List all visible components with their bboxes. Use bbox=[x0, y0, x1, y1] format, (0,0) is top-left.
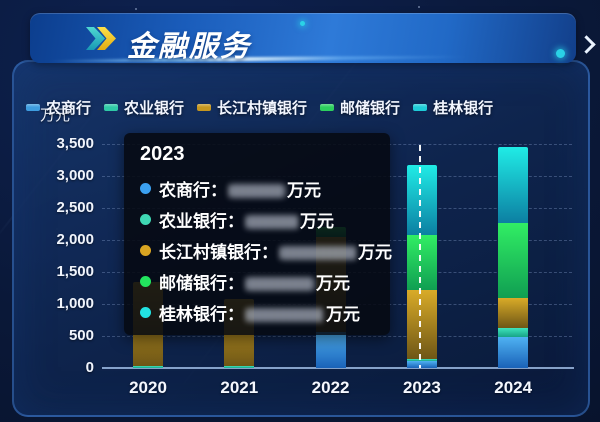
legend-item-农业银行[interactable]: 农业银行 bbox=[104, 97, 184, 118]
legend-label: 长江村镇银行 bbox=[217, 100, 308, 117]
tooltip-row-农业银行: 农业银行： 万元 bbox=[140, 204, 374, 235]
page-title: 金融服务 bbox=[127, 31, 252, 63]
y-axis-tick-label: 500 bbox=[68, 327, 94, 344]
x-axis-tick-label-2024: 2024 bbox=[494, 378, 533, 397]
x-axis-tick-label-2023: 2023 bbox=[402, 378, 441, 397]
y-axis-tick-label: 0 bbox=[85, 359, 94, 376]
legend-item-农商行[interactable]: 农商行 bbox=[26, 97, 91, 118]
tooltip-series-dot-icon bbox=[140, 276, 151, 287]
legend-swatch-icon bbox=[320, 104, 335, 111]
y-axis-tick-label: 1,500 bbox=[56, 263, 94, 280]
tooltip-row-农商行: 农商行： 万元 bbox=[140, 173, 374, 204]
chart-legend: 农商行 农业银行 长江村镇银行 邮储银行 桂林银行 bbox=[26, 97, 493, 118]
bar-segment-2024-长江村镇银行[interactable] bbox=[498, 297, 529, 328]
legend-item-长江村镇银行[interactable]: 长江村镇银行 bbox=[197, 97, 307, 118]
x-axis-line bbox=[102, 367, 574, 369]
tooltip-series-dot-icon bbox=[140, 214, 151, 225]
legend-swatch-icon bbox=[104, 104, 119, 111]
bar-segment-2023-长江村镇银行[interactable] bbox=[406, 289, 437, 360]
tooltip-row-text: 邮储银行： 万元 bbox=[159, 274, 350, 293]
bar-segment-2022-农商行[interactable] bbox=[315, 332, 346, 368]
x-axis-tick-label-2020: 2020 bbox=[129, 378, 167, 397]
x-axis-tick-label-2022: 2022 bbox=[311, 378, 350, 397]
bar-segment-2023-邮储银行[interactable] bbox=[406, 234, 437, 290]
header-light-swoosh bbox=[47, 54, 469, 64]
legend-label: 邮储银行 bbox=[340, 100, 401, 117]
tooltip-series-dot-icon bbox=[140, 245, 151, 256]
y-axis-tick-label: 3,000 bbox=[56, 167, 94, 184]
legend-label: 桂林银行 bbox=[433, 100, 494, 117]
redacted-value bbox=[280, 246, 356, 260]
redacted-value bbox=[246, 277, 314, 291]
background-star bbox=[135, 8, 137, 10]
bar-segment-2024-邮储银行[interactable] bbox=[498, 222, 529, 298]
y-axis-tick-label: 2,500 bbox=[56, 199, 94, 216]
tooltip-row-桂林银行: 桂林银行： 万元 bbox=[140, 297, 374, 328]
bar-segment-2024-农业银行[interactable] bbox=[498, 327, 529, 337]
tooltip-title: 2023 bbox=[140, 143, 185, 165]
legend-swatch-icon bbox=[26, 104, 40, 111]
y-axis-tick-label: 3,500 bbox=[56, 135, 94, 152]
legend-item-桂林银行[interactable]: 桂林银行 bbox=[413, 97, 493, 118]
legend-item-邮储银行[interactable]: 邮储银行 bbox=[320, 97, 400, 118]
tooltip-row-text: 农业银行： 万元 bbox=[159, 212, 334, 231]
legend-swatch-icon bbox=[197, 104, 212, 111]
tooltip-row-长江村镇银行: 长江村镇银行： 万元 bbox=[140, 235, 392, 266]
bar-segment-2021-农业银行[interactable] bbox=[224, 366, 255, 368]
redacted-value bbox=[246, 308, 324, 322]
bar-segment-2024-桂林银行[interactable] bbox=[498, 147, 529, 223]
legend-label: 农业银行 bbox=[124, 100, 185, 117]
hover-highlight-line bbox=[418, 145, 421, 368]
glow-dot bbox=[556, 49, 565, 58]
bar-segment-2024-农商行[interactable] bbox=[498, 336, 529, 368]
bar-segment-2020-农业银行[interactable] bbox=[133, 366, 163, 368]
y-axis-unit-label: 万元 bbox=[40, 107, 71, 124]
tooltip-row-邮储银行: 邮储银行： 万元 bbox=[140, 266, 374, 297]
chart-tooltip: 2023 农商行： 万元 农业银行： 万元长江村镇银行： 万元 邮储银行： 万元 桂林银行：万… bbox=[124, 133, 392, 335]
tooltip-series-dot-icon bbox=[140, 307, 151, 318]
background-star bbox=[418, 6, 420, 8]
redacted-value bbox=[229, 184, 285, 198]
x-axis-tick-label-2021: 2021 bbox=[220, 378, 259, 397]
legend-swatch-icon bbox=[413, 104, 428, 111]
tooltip-row-text: 长江村镇银行： 万元 bbox=[159, 243, 392, 262]
redacted-value bbox=[246, 215, 298, 229]
next-page-arrow-icon[interactable] bbox=[577, 35, 596, 54]
bar-segment-2023-桂林银行[interactable] bbox=[406, 165, 437, 235]
tooltip-series-dot-icon bbox=[140, 183, 151, 194]
tooltip-row-text: 农商行： 万元 bbox=[159, 181, 321, 200]
legend-label: 农商行 bbox=[46, 100, 92, 117]
glow-dot bbox=[300, 21, 305, 26]
tooltip-row-text: 桂林银行： 万元 bbox=[159, 305, 360, 324]
bar-segment-2023-农业银行[interactable] bbox=[406, 359, 437, 361]
bar-segment-2023-农商行[interactable] bbox=[406, 360, 437, 368]
tooltip-rows: 农商行： 万元 农业银行： 万元长江村镇银行： 万元 邮储银行： 万元 桂林银行： 万元 bbox=[140, 173, 392, 328]
y-axis-tick-label: 1,000 bbox=[56, 295, 94, 312]
panel-header: 金融服务 bbox=[30, 13, 576, 64]
y-axis-tick-label: 2,000 bbox=[56, 231, 94, 248]
